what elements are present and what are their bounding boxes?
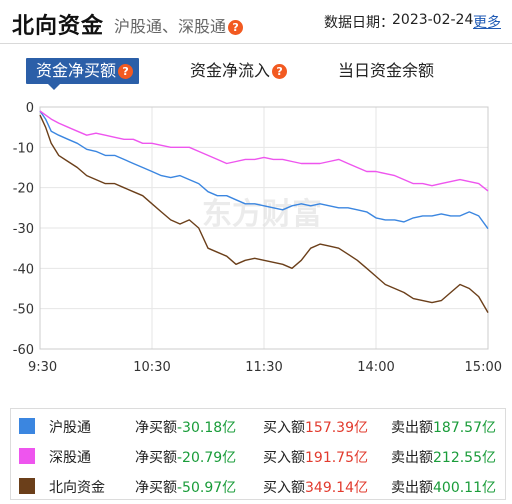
y-tick-label: -40 xyxy=(13,262,34,277)
tab-net-inflow[interactable]: 资金净流入? xyxy=(190,58,288,84)
series-line-sgt xyxy=(39,110,489,192)
buy-label: 买入额 xyxy=(263,450,305,466)
net-label: 净买额 xyxy=(135,450,177,466)
legend-row-north: 北向资金 净买额-50.97亿 买入额349.14亿 卖出额400.11亿 xyxy=(11,471,505,501)
x-axis-labels: 9:30 10:30 11:30 14:00 15:00 xyxy=(28,360,502,375)
page-title: 北向资金 xyxy=(12,14,105,39)
help-icon[interactable]: ? xyxy=(228,20,244,35)
sell-value: 400.11亿 xyxy=(433,480,496,496)
buy-label: 买入额 xyxy=(263,420,305,436)
x-tick-label: 9:30 xyxy=(28,360,57,375)
y-tick-label: -30 xyxy=(13,222,34,237)
buy-label: 买入额 xyxy=(263,480,305,496)
x-tick-label: 14:00 xyxy=(357,360,394,375)
net-value: -50.97亿 xyxy=(177,480,237,496)
y-axis-labels: 0 -10 -20 -30 -40 -50 -60 xyxy=(13,101,34,358)
tab-balance[interactable]: 当日资金余额 xyxy=(338,58,434,84)
series-line-north xyxy=(39,114,489,313)
legend-swatch-hgt xyxy=(19,418,35,434)
line-chart: 东方财富 0 -10 -20 -30 -40 -50 -60 9:30 10:30 11:30 1… xyxy=(13,101,502,375)
buy-value: 349.14亿 xyxy=(305,480,368,496)
more-link[interactable]: 更多 xyxy=(473,15,501,31)
legend-name: 沪股通 xyxy=(49,420,91,436)
tab-bar: 资金净买额? 资金净流入? 当日资金余额 xyxy=(26,58,486,86)
subtitle-text: 沪股通、深股通 xyxy=(114,17,227,36)
sell-value: 187.57亿 xyxy=(433,420,496,436)
date-label: 数据日期： xyxy=(324,15,394,31)
series-layer xyxy=(39,110,489,313)
tab-net-inflow-label: 资金净流入 xyxy=(190,61,271,80)
net-label: 净买额 xyxy=(135,480,177,496)
legend-row-sgt: 深股通 净买额-20.79亿 买入额191.75亿 卖出额212.55亿 xyxy=(11,441,505,471)
y-tick-label: -10 xyxy=(13,141,34,156)
x-tick-label: 15:00 xyxy=(465,360,502,375)
net-value: -30.18亿 xyxy=(177,420,237,436)
x-tick-label: 10:30 xyxy=(133,360,170,375)
sell-value: 212.55亿 xyxy=(433,450,496,466)
net-value: -20.79亿 xyxy=(177,450,237,466)
page-subtitle: 沪股通、深股通? xyxy=(114,13,244,37)
net-label: 净买额 xyxy=(135,420,177,436)
header: 北向资金 沪股通、深股通? 数据日期： 2023-02-24 更多 xyxy=(0,0,512,44)
help-icon[interactable]: ? xyxy=(272,64,288,79)
buy-value: 191.75亿 xyxy=(305,450,368,466)
buy-value: 157.39亿 xyxy=(305,420,368,436)
date-value: 2023-02-24 xyxy=(392,12,474,28)
help-icon[interactable]: ? xyxy=(118,64,134,79)
y-tick-label: -50 xyxy=(13,303,34,318)
sell-label: 卖出额 xyxy=(391,480,433,496)
y-tick-label: -20 xyxy=(13,182,34,197)
legend-row-hgt: 沪股通 净买额-30.18亿 买入额157.39亿 卖出额187.57亿 xyxy=(11,411,505,441)
legend-swatch-sgt xyxy=(19,448,35,464)
x-tick-label: 11:30 xyxy=(245,360,282,375)
legend-table: 沪股通 净买额-30.18亿 买入额157.39亿 卖出额187.57亿 深股通… xyxy=(10,408,506,500)
watermark-text: 东方财富 xyxy=(202,197,322,232)
sell-label: 卖出额 xyxy=(391,420,433,436)
tab-balance-label: 当日资金余额 xyxy=(338,61,435,80)
y-tick-label: 0 xyxy=(26,101,34,116)
tab-net-buy[interactable]: 资金净买额? xyxy=(26,58,140,84)
sell-label: 卖出额 xyxy=(391,450,433,466)
legend-swatch-north xyxy=(19,478,35,494)
legend-name: 深股通 xyxy=(49,450,91,466)
tab-net-buy-label: 资金净买额 xyxy=(36,61,117,80)
y-tick-label: -60 xyxy=(13,343,34,358)
tab-active-indicator xyxy=(48,84,60,90)
legend-name: 北向资金 xyxy=(49,480,105,496)
series-line-hgt xyxy=(39,110,489,230)
